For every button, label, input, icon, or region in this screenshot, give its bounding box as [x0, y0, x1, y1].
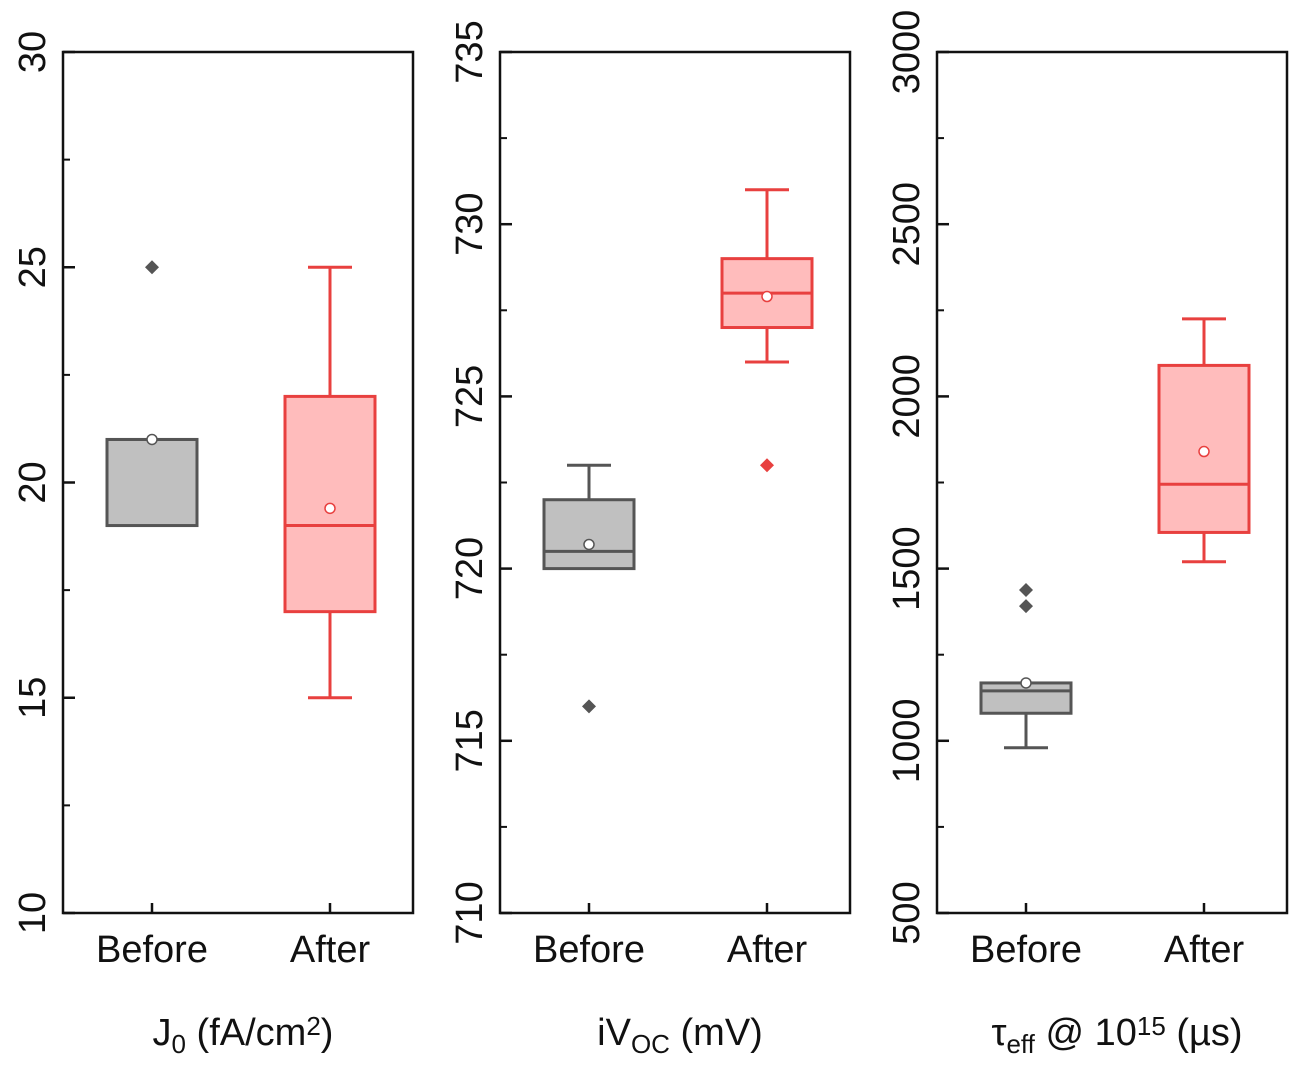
x-tick-label: After: [727, 929, 808, 971]
mean-marker: [1020, 677, 1032, 689]
axis-title-part: J: [153, 1012, 172, 1054]
box: [105, 437, 199, 528]
outlier: [760, 458, 774, 473]
axis-title-part: 15: [1137, 1011, 1166, 1041]
mean-marker: [324, 502, 336, 515]
x-axis-title: τeff @ 1015 (µs): [991, 1011, 1242, 1059]
mean-marker: [146, 433, 158, 446]
outlier: [145, 260, 159, 275]
axis-title-part: τ: [991, 1012, 1006, 1054]
x-tick-label: Before: [96, 929, 208, 971]
axis-title-part: (µs): [1166, 1012, 1243, 1054]
y-tick-label: 710: [449, 881, 491, 944]
y-tick-label: 1500: [886, 526, 928, 611]
axis-title-part: @ 10: [1035, 1012, 1137, 1054]
axis-title-part: eff: [1006, 1029, 1035, 1059]
x-tick-label: After: [290, 929, 371, 971]
plot-frame: [498, 50, 852, 915]
y-tick-label: 15: [12, 677, 54, 719]
y-tick-label: 20: [12, 461, 54, 503]
axis-title-part: iV: [597, 1012, 631, 1054]
y-tick-label: 10: [12, 892, 54, 934]
outlier: [1019, 599, 1033, 614]
x-axis-title: J0 (fA/cm2): [153, 1011, 334, 1059]
y-tick-label: 30: [12, 31, 54, 73]
outlier: [582, 699, 596, 714]
x-tick-label: After: [1164, 929, 1245, 971]
y-tick-label: 25: [12, 246, 54, 288]
x-axis-title: iVOC (mV): [597, 1012, 763, 1059]
box: [542, 498, 636, 571]
y-tick-label: 730: [449, 192, 491, 255]
y-tick-label: 2000: [886, 354, 928, 439]
axis-title-part: 2: [306, 1011, 320, 1041]
y-tick-label: 2500: [886, 182, 928, 267]
mean-marker: [761, 290, 773, 303]
y-tick-label: 3000: [886, 10, 928, 95]
y-tick-label: 720: [449, 537, 491, 600]
y-tick-label: 715: [449, 709, 491, 772]
axis-title-part: (mV): [670, 1012, 763, 1054]
axis-title-part: (fA/cm: [186, 1012, 306, 1054]
axis-title-part: 0: [172, 1029, 186, 1059]
mean-marker: [583, 538, 595, 551]
x-tick-label: Before: [970, 929, 1082, 971]
mean-marker: [1198, 445, 1210, 458]
axis-title-part: ): [321, 1012, 334, 1054]
axis-title-part: OC: [631, 1029, 670, 1059]
y-tick-label: 725: [449, 365, 491, 428]
y-tick-label: 500: [886, 881, 928, 944]
y-tick-label: 1000: [886, 699, 928, 784]
x-tick-label: Before: [533, 929, 645, 971]
y-tick-label: 735: [449, 20, 491, 83]
outlier: [1019, 582, 1033, 597]
